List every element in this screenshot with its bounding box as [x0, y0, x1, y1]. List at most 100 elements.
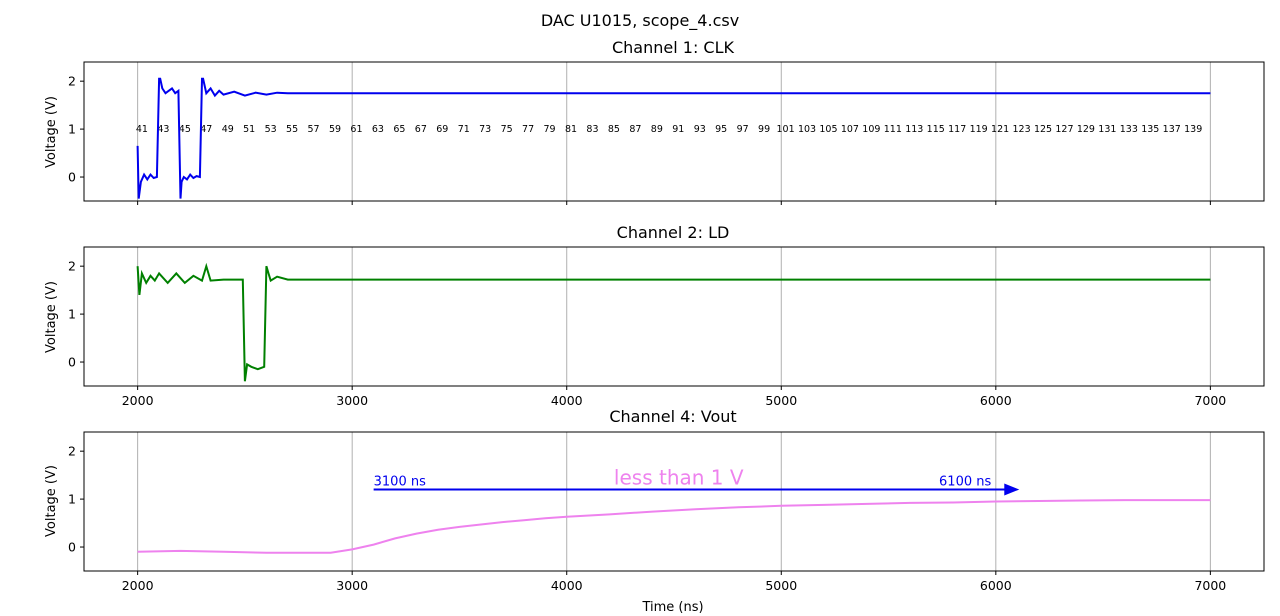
y-tick-label: 1 — [68, 307, 76, 322]
x-tick-label: 6000 — [980, 393, 1012, 408]
y-tick-label: 0 — [68, 540, 76, 555]
x-tick-label: 5000 — [765, 578, 797, 593]
clock-count-label: 59 — [329, 124, 341, 135]
clock-count-label: 45 — [179, 124, 191, 135]
panel-2-plot-area — [84, 247, 1264, 386]
x-tick-label: 7000 — [1194, 578, 1226, 593]
clock-count-label: 67 — [415, 124, 427, 135]
y-tick-label: 1 — [68, 492, 76, 507]
clock-count-label: 119 — [970, 124, 988, 135]
x-axis-label: Time (ns) — [641, 600, 703, 615]
x-tick-label: 3000 — [336, 393, 368, 408]
y-tick-label: 2 — [68, 259, 76, 274]
arrow-start-label: 3100 ns — [374, 475, 426, 490]
clock-count-label: 133 — [1120, 124, 1138, 135]
clock-count-label: 127 — [1055, 124, 1073, 135]
panel-1-ylabel: Voltage (V) — [44, 96, 59, 168]
panel-3-ylabel: Voltage (V) — [44, 465, 59, 537]
clock-count-label: 107 — [841, 124, 859, 135]
panel-3-vout-trace — [137, 499, 1211, 554]
clock-count-label: 87 — [629, 124, 641, 135]
panel-1-clk-trace — [136, 77, 1211, 199]
clock-count-label: 101 — [776, 124, 794, 135]
y-tick-label: 0 — [68, 170, 76, 185]
clock-count-label: 75 — [501, 124, 513, 135]
clock-count-label: 137 — [1163, 124, 1181, 135]
clock-count-label: 47 — [200, 124, 212, 135]
figure-suptitle: DAC U1015, scope_4.csv — [541, 11, 739, 31]
panel-1-frame — [83, 61, 1265, 202]
panel-channel-2: Channel 2: LD Voltage (V) 0 1 2 2000 3000 40… — [44, 223, 1265, 408]
y-tick-label: 0 — [68, 355, 76, 370]
panel-3-plot-area — [84, 432, 1264, 571]
panel-1-grid — [137, 62, 1211, 201]
clock-count-label: 111 — [884, 124, 902, 135]
panel-2-frame — [83, 246, 1265, 387]
panel-3-grid — [137, 432, 1211, 571]
x-tick-label: 2000 — [122, 393, 154, 408]
clock-count-label: 131 — [1098, 124, 1116, 135]
clock-count-label: 97 — [737, 124, 749, 135]
clock-count-label: 81 — [565, 124, 577, 135]
clock-count-label: 63 — [372, 124, 384, 135]
clock-count-label: 55 — [286, 124, 298, 135]
panel-1-yticks: 0 1 2 — [68, 74, 84, 185]
clock-count-label: 135 — [1141, 124, 1159, 135]
panel-2-title: Channel 2: LD — [617, 223, 730, 242]
clock-count-label: 85 — [608, 124, 620, 135]
panel-channel-4: Channel 4: Vout Voltage (V) 3100 ns 6100… — [44, 407, 1265, 615]
clock-count-label: 57 — [308, 124, 320, 135]
voltage-note: less than 1 V — [614, 466, 744, 490]
panel-2-ld-trace — [136, 262, 1211, 382]
clock-count-label: 61 — [350, 124, 362, 135]
panel-1-title: Channel 1: CLK — [612, 38, 735, 57]
panel-3-xticks: 2000 3000 4000 5000 6000 7000 — [122, 571, 1226, 593]
panel-1-count-labels: 41 43 45 47 49 51 53 55 57 59 61 63 65 67 69 71 73 75 77 79… — [136, 124, 1202, 135]
panel-2-xticks: 2000 3000 4000 5000 6000 7000 — [122, 386, 1226, 408]
x-tick-label: 6000 — [980, 578, 1012, 593]
clock-count-label: 93 — [694, 124, 706, 135]
clock-count-label: 117 — [948, 124, 966, 135]
clock-count-label: 91 — [672, 124, 684, 135]
x-tick-label: 2000 — [122, 578, 154, 593]
panel-1-plot-area — [84, 62, 1264, 201]
arrow-end-label: 6100 ns — [939, 475, 991, 490]
y-tick-label: 2 — [68, 444, 76, 459]
clock-count-label: 129 — [1077, 124, 1095, 135]
x-tick-label: 4000 — [551, 578, 583, 593]
clock-count-label: 99 — [758, 124, 770, 135]
x-tick-label: 4000 — [551, 393, 583, 408]
clock-count-label: 89 — [651, 124, 663, 135]
clock-count-label: 83 — [586, 124, 598, 135]
panel-3-yticks: 0 1 2 — [68, 444, 84, 555]
clock-count-label: 79 — [544, 124, 556, 135]
x-tick-label: 7000 — [1194, 393, 1226, 408]
duration-arrow-head — [1004, 483, 1020, 496]
panel-1-xticks — [137, 201, 1211, 205]
x-tick-label: 3000 — [336, 578, 368, 593]
clock-count-label: 73 — [479, 124, 491, 135]
clock-count-label: 139 — [1184, 124, 1202, 135]
clock-count-label: 113 — [905, 124, 923, 135]
clock-count-label: 53 — [265, 124, 277, 135]
clock-count-label: 123 — [1012, 124, 1030, 135]
panel-channel-1: Channel 1: CLK Voltage (V) 41 43 45 47 49 51 5… — [44, 38, 1265, 205]
clock-count-label: 109 — [862, 124, 880, 135]
clock-count-label: 51 — [243, 124, 255, 135]
panel-3-title: Channel 4: Vout — [609, 407, 736, 426]
panel-3-annotations: 3100 ns 6100 ns less than 1 V — [373, 466, 1020, 496]
clock-count-label: 103 — [798, 124, 816, 135]
x-tick-label: 5000 — [765, 393, 797, 408]
y-tick-label: 1 — [68, 122, 76, 137]
clock-count-label: 49 — [222, 124, 234, 135]
clock-count-label: 105 — [819, 124, 837, 135]
clock-count-label: 121 — [991, 124, 1009, 135]
clock-count-label: 41 — [136, 124, 148, 135]
clock-count-label: 71 — [458, 124, 470, 135]
panel-3-frame — [83, 431, 1265, 572]
y-tick-label: 2 — [68, 74, 76, 89]
panel-2-ylabel: Voltage (V) — [44, 281, 59, 353]
panel-2-yticks: 0 1 2 — [68, 259, 84, 370]
clock-count-label: 65 — [393, 124, 405, 135]
